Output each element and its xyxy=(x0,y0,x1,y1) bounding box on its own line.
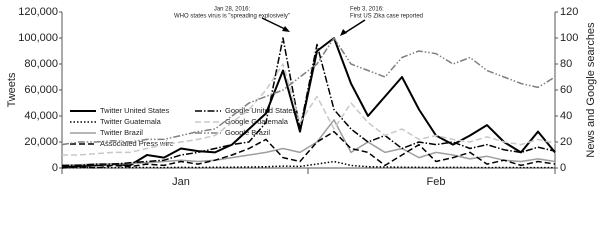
series-line xyxy=(61,130,556,169)
x-tick-label: Feb xyxy=(427,176,446,188)
y-tick-label: 100,000 xyxy=(18,32,58,44)
x-tick-label: Jan xyxy=(172,176,190,188)
annotation-arrow xyxy=(342,19,366,35)
chart: Tweets News and Google searches Jan 28, … xyxy=(6,6,597,188)
y-tick-label: 40,000 xyxy=(24,110,58,122)
y-tick-label: 0 xyxy=(52,162,58,174)
annotation-arrowhead xyxy=(340,29,347,36)
legend-label: Google Brazil xyxy=(225,128,270,137)
y-axis-title: Tweets xyxy=(6,72,18,107)
y2-tick-label: 60 xyxy=(560,84,572,96)
legend-label: Associated Press wire xyxy=(100,139,174,148)
y2-axis-title: News and Google searches xyxy=(585,22,597,158)
legend-label: Twitter Brazil xyxy=(100,128,143,137)
annotation-text: Feb 3, 2016: xyxy=(350,7,384,13)
y-tick-label: 120,000 xyxy=(18,6,58,18)
y-tick-label: 80,000 xyxy=(24,58,58,70)
series-line xyxy=(61,119,556,167)
y2-tick-label: 0 xyxy=(560,162,566,174)
y2-tick-label: 80 xyxy=(560,58,572,70)
series-line xyxy=(62,63,556,156)
annotation-text: First US Zika case reported xyxy=(350,14,423,20)
y2-tick-label: 100 xyxy=(560,32,578,44)
y2-tick-label: 20 xyxy=(560,136,572,148)
annotation-text: WHO states virus is "spreading explosive… xyxy=(174,14,290,20)
legend-label: Twitter Guatemala xyxy=(100,117,162,126)
y2-tick-label: 120 xyxy=(560,6,578,18)
annotation-arrow xyxy=(261,17,288,31)
legend-label: Google United States xyxy=(225,106,297,115)
y-tick-label: 60,000 xyxy=(24,84,58,96)
annotation: Jan 28, 2016: WHO states virus is "sprea… xyxy=(174,7,423,36)
annotation-arrowhead xyxy=(282,26,290,32)
y-tick-label: 20,000 xyxy=(24,136,58,148)
y2-tick-label: 40 xyxy=(560,110,572,122)
legend-label: Twitter United States xyxy=(100,106,169,115)
annotation-text: Jan 28, 2016: xyxy=(214,7,251,13)
series-line xyxy=(61,37,556,168)
series-line xyxy=(61,37,556,146)
